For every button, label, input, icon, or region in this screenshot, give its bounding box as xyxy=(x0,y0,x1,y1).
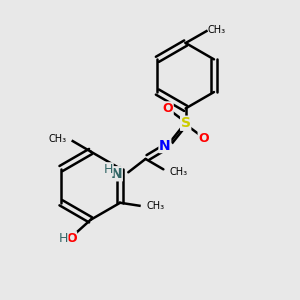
Text: N: N xyxy=(111,167,122,181)
Text: H: H xyxy=(104,163,113,176)
Text: H: H xyxy=(58,232,68,245)
Text: CH₃: CH₃ xyxy=(170,167,188,177)
Text: CH₃: CH₃ xyxy=(48,134,66,144)
Text: N: N xyxy=(159,139,171,152)
Text: CH₃: CH₃ xyxy=(147,201,165,211)
Text: O: O xyxy=(198,132,209,145)
Text: O: O xyxy=(163,102,173,115)
Text: CH₃: CH₃ xyxy=(207,25,225,34)
Text: O: O xyxy=(66,232,76,245)
Text: S: S xyxy=(181,116,191,130)
